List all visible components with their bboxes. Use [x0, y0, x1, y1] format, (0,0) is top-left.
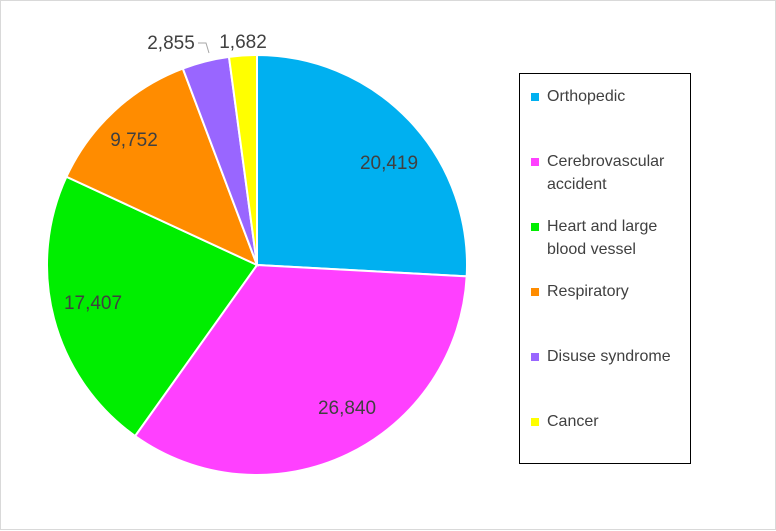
data-label-cerebrovascular-accident: 26,840 — [318, 398, 376, 419]
legend-label-orthopedic: Orthopedic — [547, 88, 626, 105]
legend-swatch-respiratory — [531, 288, 539, 296]
legend-swatch-disuse-syndrome — [531, 353, 539, 361]
data-label-respiratory: 9,752 — [110, 130, 158, 151]
legend: Orthopedic Cerebrovascular accident Hear… — [519, 73, 691, 464]
data-label-heart-and-large-blood-vessel: 17,407 — [64, 293, 122, 314]
legend-item-orthopedic: Orthopedic — [531, 85, 689, 108]
legend-swatch-cerebrovascular-accident — [531, 158, 539, 166]
data-label-cancer: 1,682 — [219, 32, 267, 53]
data-label-orthopedic: 20,419 — [360, 153, 418, 174]
legend-item-cerebrovascular-accident: Cerebrovascular accident — [531, 150, 689, 196]
legend-item-respiratory: Respiratory — [531, 280, 689, 303]
legend-label-heart-and-large-blood-vessel: Heart and large blood vessel — [547, 218, 658, 258]
legend-label-cancer: Cancer — [547, 413, 599, 430]
legend-swatch-heart-and-large-blood-vessel — [531, 223, 539, 231]
pie-slice-orthopedic — [256, 53, 468, 278]
legend-item-heart-and-large-blood-vessel: Heart and large blood vessel — [531, 215, 689, 261]
pie-slice-cancer — [227, 53, 258, 266]
legend-label-respiratory: Respiratory — [547, 283, 629, 300]
pie-slice-respiratory — [65, 67, 259, 267]
data-label-disuse-syndrome: 2,855 — [147, 33, 195, 54]
legend-item-cancer: Cancer — [531, 410, 689, 433]
legend-swatch-cancer — [531, 418, 539, 426]
pie-slice-cerebrovascular-accident — [133, 263, 468, 476]
leader-line-disuse-syndrome — [198, 42, 210, 54]
legend-item-disuse-syndrome: Disuse syndrome — [531, 345, 689, 368]
legend-swatch-orthopedic — [531, 93, 539, 101]
legend-label-cerebrovascular-accident: Cerebrovascular accident — [547, 153, 665, 193]
legend-label-disuse-syndrome: Disuse syndrome — [547, 348, 671, 365]
